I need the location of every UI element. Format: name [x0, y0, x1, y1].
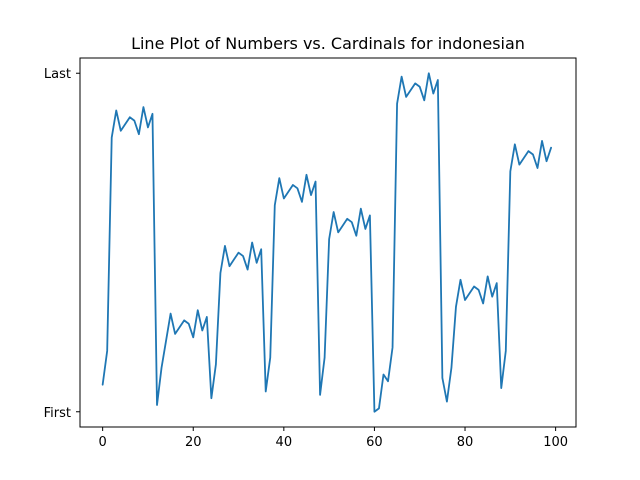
x-axis: 0 20 40 60 80 100 [99, 427, 568, 450]
series-line-0 [101, 72, 552, 413]
y-tick-label: Last [44, 67, 71, 82]
x-tick-label: 40 [276, 435, 293, 450]
x-tick-label: 0 [99, 435, 107, 450]
x-tick-label: 100 [543, 435, 568, 450]
x-tick-label: 80 [457, 435, 474, 450]
chart-title: Line Plot of Numbers vs. Cardinals for i… [131, 34, 525, 53]
y-tick-label: First [44, 406, 71, 421]
y-axis: First Last [44, 67, 80, 421]
plot-area [101, 72, 552, 413]
axes-frame [79, 57, 577, 428]
x-tick-label: 60 [366, 435, 383, 450]
x-tick-label: 20 [185, 435, 202, 450]
